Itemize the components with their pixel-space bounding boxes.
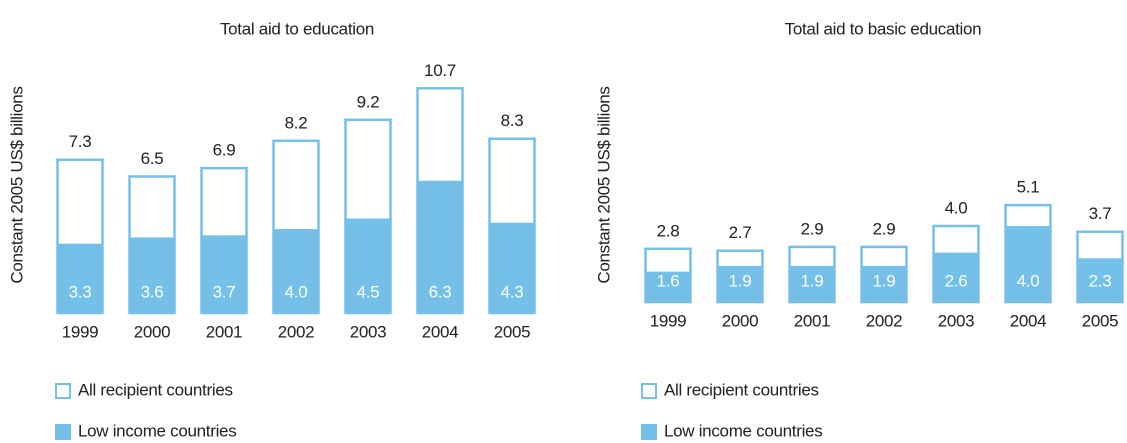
y-axis-label: Constant 2005 US$ billions: [7, 86, 26, 283]
x-tick-label: 2002: [278, 322, 315, 341]
data-label: 4.0: [945, 198, 968, 217]
x-tick-label: 1999: [62, 322, 99, 341]
x-tick-label: 2001: [794, 311, 831, 330]
data-label: 1.9: [729, 271, 752, 290]
bar: [57, 243, 103, 313]
x-tick-label: 2001: [206, 322, 243, 341]
legend-swatch: [55, 424, 71, 440]
data-label: 6.9: [213, 141, 236, 160]
legend-swatch: [641, 424, 657, 440]
x-tick-label: 2005: [1082, 311, 1119, 330]
data-label: 1.9: [801, 271, 824, 290]
data-label: 3.7: [213, 282, 236, 301]
data-label: 4.5: [357, 282, 380, 301]
data-label: 4.0: [285, 282, 308, 301]
legend-label: Low income countries: [664, 421, 822, 440]
data-label: 7.3: [69, 132, 92, 151]
legend-swatch: [55, 383, 71, 399]
bar: [273, 229, 319, 313]
data-label: 3.7: [1089, 204, 1112, 223]
data-label: 6.3: [429, 282, 452, 301]
data-label: 6.5: [141, 149, 164, 168]
legend-label: All recipient countries: [78, 380, 233, 399]
data-label: 5.1: [1017, 178, 1040, 197]
data-label: 1.9: [873, 271, 896, 290]
x-tick-label: 2003: [350, 322, 387, 341]
legend-label: All recipient countries: [664, 380, 819, 399]
data-label: 8.2: [285, 113, 308, 132]
bar: [789, 265, 835, 302]
data-label: 2.9: [873, 219, 896, 238]
x-tick-label: 2002: [866, 311, 903, 330]
x-tick-label: 2003: [938, 311, 975, 330]
x-tick-label: 2000: [134, 322, 171, 341]
bar: [933, 252, 979, 302]
legend-label: Low income countries: [78, 421, 236, 440]
bar: [417, 180, 463, 313]
y-axis-label: Constant 2005 US$ billions: [594, 86, 613, 283]
data-label: 2.3: [1089, 271, 1112, 290]
bar: [645, 271, 691, 302]
x-tick-label: 2004: [1010, 311, 1047, 330]
bar: [1005, 226, 1051, 302]
bar: [861, 265, 907, 302]
x-tick-label: 2000: [722, 311, 759, 330]
bar: [489, 222, 535, 313]
x-tick-label: 2004: [422, 322, 459, 341]
bar: [1077, 258, 1123, 302]
data-label: 4.3: [501, 282, 524, 301]
data-label: 2.7: [729, 223, 752, 242]
bar: [201, 235, 247, 313]
data-label: 8.3: [501, 111, 524, 130]
data-label: 2.8: [657, 221, 680, 240]
bar: [129, 237, 175, 313]
data-label: 2.6: [945, 271, 968, 290]
data-label: 10.7: [424, 61, 456, 80]
x-tick-label: 2005: [494, 322, 531, 341]
x-tick-label: 1999: [650, 311, 687, 330]
bar: [717, 265, 763, 302]
data-label: 4.0: [1017, 271, 1040, 290]
legend-swatch: [641, 383, 657, 399]
data-label: 9.2: [357, 92, 380, 111]
data-label: 3.6: [141, 282, 164, 301]
chart-title: Total aid to education: [220, 19, 374, 38]
chart-title: Total aid to basic education: [785, 19, 982, 38]
data-label: 3.3: [69, 282, 92, 301]
bar: [345, 218, 391, 313]
data-label: 1.6: [657, 271, 680, 290]
data-label: 2.9: [801, 219, 824, 238]
